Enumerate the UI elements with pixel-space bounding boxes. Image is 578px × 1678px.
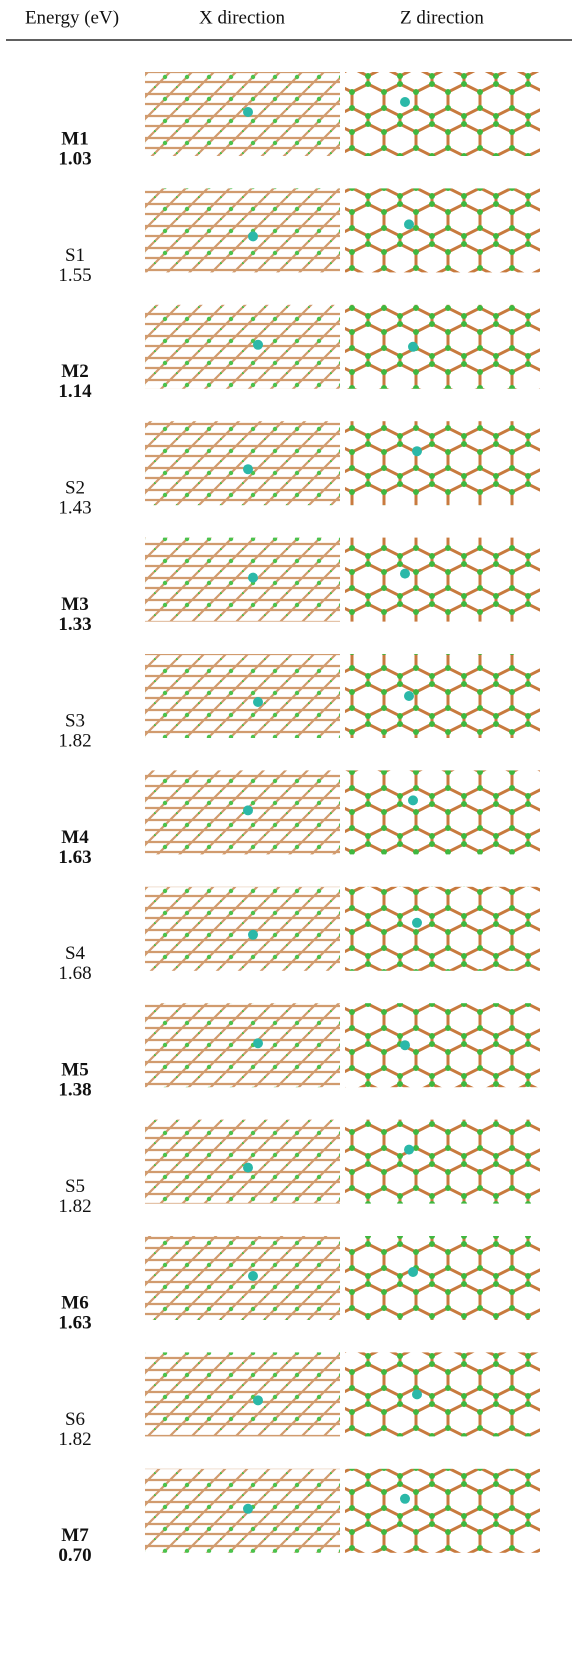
dopant-atom — [243, 1162, 253, 1173]
row-label: M4 — [61, 827, 89, 848]
row-energy: 1.63 — [58, 847, 91, 868]
dopant-atom — [243, 1503, 253, 1514]
x-direction-structure — [145, 1003, 340, 1088]
z-direction-structure — [345, 188, 540, 273]
x-direction-structure — [145, 1119, 340, 1204]
dopant-atom — [400, 1493, 410, 1504]
x-direction-structure — [145, 421, 340, 506]
row-label: M7 — [61, 1525, 89, 1546]
dopant-atom — [400, 97, 410, 107]
row-label: S4 — [65, 943, 86, 964]
header-z-direction: Z direction — [400, 7, 484, 28]
x-direction-structure — [145, 1352, 340, 1437]
z-direction-structure — [345, 654, 540, 738]
dopant-atom — [408, 795, 418, 806]
dopant-atom — [243, 464, 253, 475]
x-direction-structure — [145, 304, 340, 389]
dopant-atom — [248, 929, 258, 940]
row-energy: 1.03 — [58, 148, 91, 169]
z-direction-structure — [345, 1236, 540, 1320]
z-direction-structure — [345, 770, 540, 855]
dopant-atom — [253, 1038, 263, 1049]
row-energy: 1.38 — [58, 1080, 91, 1101]
dopant-atom — [412, 446, 422, 457]
row-energy: 1.82 — [58, 1429, 91, 1450]
row-label: M6 — [61, 1292, 88, 1313]
x-direction-structure — [145, 188, 340, 273]
dopant-atom — [404, 691, 414, 701]
x-direction-structure — [145, 770, 340, 855]
dopant-atom — [404, 1144, 414, 1155]
dopant-atom — [243, 805, 253, 816]
row-label: S5 — [65, 1176, 85, 1197]
row-energy: 0.70 — [58, 1545, 91, 1566]
x-direction-structure — [145, 72, 340, 156]
x-direction-structure — [145, 1236, 340, 1320]
dopant-atom — [412, 917, 422, 928]
x-direction-structure — [145, 1468, 340, 1553]
z-direction-structure — [345, 304, 540, 389]
row-label: S2 — [65, 478, 85, 499]
row-label: S6 — [65, 1409, 85, 1430]
z-direction-structure — [345, 886, 540, 971]
row-energy: 1.63 — [58, 1312, 91, 1333]
z-direction-structure — [345, 1003, 540, 1088]
dopant-atom — [408, 341, 418, 352]
row-energy: 1.33 — [58, 614, 91, 635]
z-direction-structure — [345, 537, 540, 622]
dopant-atom — [248, 231, 258, 242]
x-direction-structure — [145, 537, 340, 622]
x-direction-structure — [145, 886, 340, 971]
row-energy: 1.82 — [58, 1196, 91, 1217]
header-x-direction: X direction — [199, 7, 286, 28]
dopant-atom — [408, 1267, 418, 1277]
z-direction-structure — [345, 421, 540, 506]
row-label: M2 — [61, 361, 88, 382]
row-label: M3 — [61, 594, 88, 615]
dopant-atom — [248, 1271, 258, 1281]
row-energy: 1.14 — [58, 381, 92, 402]
row-label: S1 — [65, 245, 85, 266]
dopant-atom — [243, 107, 253, 117]
dopant-atom — [253, 697, 263, 707]
dopant-atom — [412, 1389, 422, 1400]
z-direction-structure — [345, 1352, 540, 1437]
row-label: M1 — [61, 128, 88, 149]
dopant-atom — [253, 339, 263, 350]
row-energy: 1.68 — [58, 963, 91, 984]
header-energy: Energy (eV) — [25, 7, 119, 28]
row-energy: 1.82 — [58, 730, 91, 751]
row-energy: 1.43 — [58, 498, 91, 519]
x-direction-structure — [145, 654, 340, 738]
row-label: M5 — [61, 1060, 88, 1081]
z-direction-structure — [345, 1119, 540, 1204]
dopant-atom — [400, 568, 410, 579]
dopant-atom — [253, 1395, 263, 1406]
dopant-atom — [248, 572, 258, 583]
dopant-atom — [404, 219, 414, 230]
z-direction-structure — [345, 72, 540, 156]
z-direction-structure — [345, 1468, 540, 1553]
row-label: S3 — [65, 710, 85, 731]
row-energy: 1.55 — [58, 265, 91, 286]
dopant-atom — [400, 1040, 410, 1051]
